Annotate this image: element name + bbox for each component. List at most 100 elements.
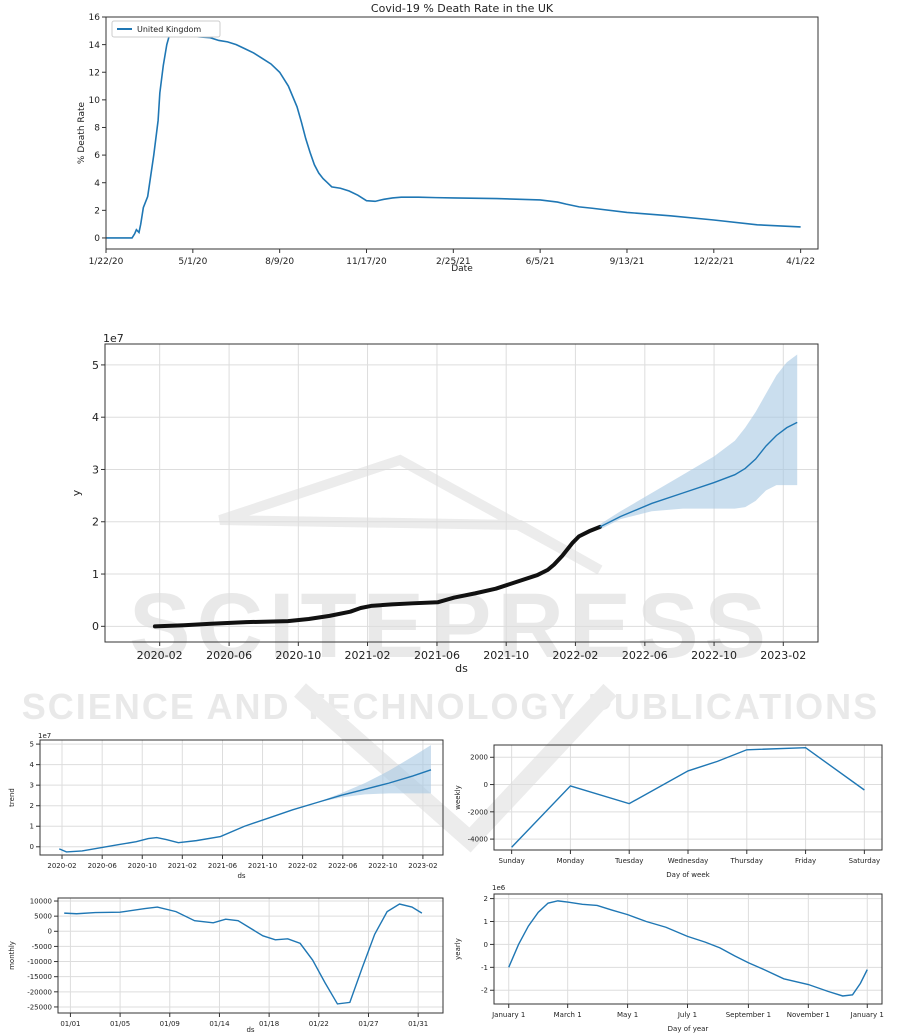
x-tick-label: 2022-06 [622, 649, 668, 662]
x-tick-label: Tuesday [614, 857, 643, 865]
yearly-chart: January 1 March 1 May 1 July 1 September 1 No… [454, 884, 884, 1033]
x-tick-label: 01/22 [309, 1020, 329, 1028]
plot-frame [39, 739, 444, 856]
y-tick-label: -5000 [32, 943, 52, 951]
y-tick-label: 4 [94, 179, 100, 189]
x-tick-label: 2023-02 [408, 862, 437, 870]
x-tick-label: September 1 [726, 1011, 771, 1019]
plot-frame [105, 16, 819, 250]
x-tick-label: 2022-10 [691, 649, 737, 662]
x-axis-label: Day of week [666, 871, 710, 879]
x-tick-label: May 1 [617, 1011, 638, 1019]
y-tick-label: 5 [92, 359, 99, 372]
x-tick-label: Sunday [499, 857, 525, 865]
y-axis-label: monthly [8, 941, 16, 970]
y-tick-label: -10000 [27, 958, 52, 966]
x-tick-label: 8/9/20 [265, 257, 294, 267]
x-tick-label: 12/22/21 [694, 257, 734, 267]
United Kingdom-line [106, 28, 801, 239]
y-tick-label: -20000 [27, 988, 52, 996]
y-tick-label: 6 [94, 151, 100, 161]
scale-label: 1e7 [103, 332, 124, 345]
x-tick-label: 2023-02 [760, 649, 806, 662]
y-tick-label: -2000 [468, 808, 488, 816]
yearly-line [508, 900, 868, 997]
x-tick-label: Saturday [849, 857, 881, 865]
x-tick-label: March 1 [554, 1011, 582, 1019]
y-tick-label: 0 [48, 928, 52, 936]
x-axis-label: ds [246, 1026, 254, 1034]
x-tick-label: January 1 [850, 1011, 884, 1019]
legend-box [111, 20, 221, 38]
monthly-chart: 01/01 01/05 01/09 01/14 01/18 01/22 01/27 01/31… [8, 897, 444, 1034]
y-tick-label: 5 [30, 741, 34, 749]
x-tick-label: 6/5/21 [526, 257, 555, 267]
y-tick-label: -1 [481, 964, 488, 972]
y-tick-label: 4 [92, 411, 99, 424]
y-axis-label: % Death Rate [77, 101, 87, 164]
y-axis-label: yearly [454, 938, 462, 960]
y-tick-label: 10000 [30, 897, 52, 905]
y-tick-label: 2 [94, 206, 100, 216]
watermark-secondary: SCIENCE AND TECHNOLOGY PUBLICATIONS [21, 686, 880, 727]
x-tick-label: 4/1/22 [786, 257, 815, 267]
weekly-chart: Sunday Monday Tuesday Wednesday Thursday Frid… [454, 744, 883, 879]
x-tick-label: 01/01 [60, 1020, 80, 1028]
plot-frame [57, 897, 444, 1014]
x-tick-label: November 1 [787, 1011, 830, 1019]
trend-line [58, 769, 432, 853]
forecast-chart: 2020-02 2020-06 2020-10 2021-02 2021-06 2021-… [70, 332, 819, 675]
actual-points [152, 524, 602, 629]
y-tick-label: -4000 [468, 836, 488, 844]
legend-label: United Kingdom [137, 25, 201, 34]
x-tick-label: 01/27 [358, 1020, 378, 1028]
x-tick-label: July 1 [677, 1011, 697, 1019]
x-axis-label: ds [237, 872, 245, 880]
y-tick-label: 1 [92, 568, 99, 581]
y-tick-label: 2000 [470, 754, 488, 762]
x-tick-label: 2020-02 [137, 649, 183, 662]
y-tick-label: 0 [484, 941, 488, 949]
y-tick-label: 12 [89, 68, 100, 78]
x-tick-label: Wednesday [668, 857, 709, 865]
death-rate-chart: 1/22/20 5/1/20 8/9/20 11/17/20 2/25/21 6/5/21… [77, 2, 819, 274]
y-tick-label: 0 [92, 620, 99, 633]
y-tick-label: 4 [30, 761, 35, 769]
x-tick-label: 2020-10 [128, 862, 157, 870]
x-axis-label: Date [451, 264, 473, 274]
y-tick-label: 2 [92, 516, 99, 529]
x-tick-label: 2021-10 [483, 649, 529, 662]
y-tick-label: 1 [30, 823, 34, 831]
interval-band [599, 354, 798, 530]
interval-band [316, 745, 431, 803]
x-tick-label: 01/18 [259, 1020, 279, 1028]
x-axis-label: Day of year [668, 1025, 709, 1033]
weekly-line [511, 747, 865, 848]
monthly-line [64, 903, 423, 1005]
y-tick-label: 2 [484, 895, 488, 903]
x-tick-label: 2020-10 [275, 649, 321, 662]
x-tick-label: 2/25/21 [436, 257, 471, 267]
x-tick-label: 9/13/21 [610, 257, 645, 267]
y-tick-label: 0 [30, 843, 34, 851]
x-tick-label: 1/22/20 [89, 257, 124, 267]
x-tick-label: 2020-06 [88, 862, 118, 870]
x-tick-label: January 1 [491, 1011, 525, 1019]
x-tick-label: 2022-06 [328, 862, 358, 870]
x-tick-label: 01/31 [408, 1020, 428, 1028]
y-tick-label: 8 [94, 124, 100, 134]
x-tick-label: 01/14 [209, 1020, 230, 1028]
trend-chart: 2020-02 2020-06 2020-10 2021-02 2021-06 2021-… [8, 732, 444, 880]
y-tick-label: 3 [92, 463, 99, 476]
x-tick-label: Friday [795, 857, 816, 865]
y-tick-label: -25000 [27, 1003, 52, 1011]
x-tick-label: 11/17/20 [346, 257, 387, 267]
forecast-line [599, 421, 798, 528]
x-tick-label: Monday [557, 857, 585, 865]
y-tick-label: 5000 [34, 913, 52, 921]
y-tick-label: 1 [484, 918, 488, 926]
x-tick-label: 2021-06 [208, 862, 238, 870]
x-tick-label: 5/1/20 [178, 257, 207, 267]
plot-frame [104, 343, 819, 643]
x-tick-label: 01/09 [160, 1020, 180, 1028]
